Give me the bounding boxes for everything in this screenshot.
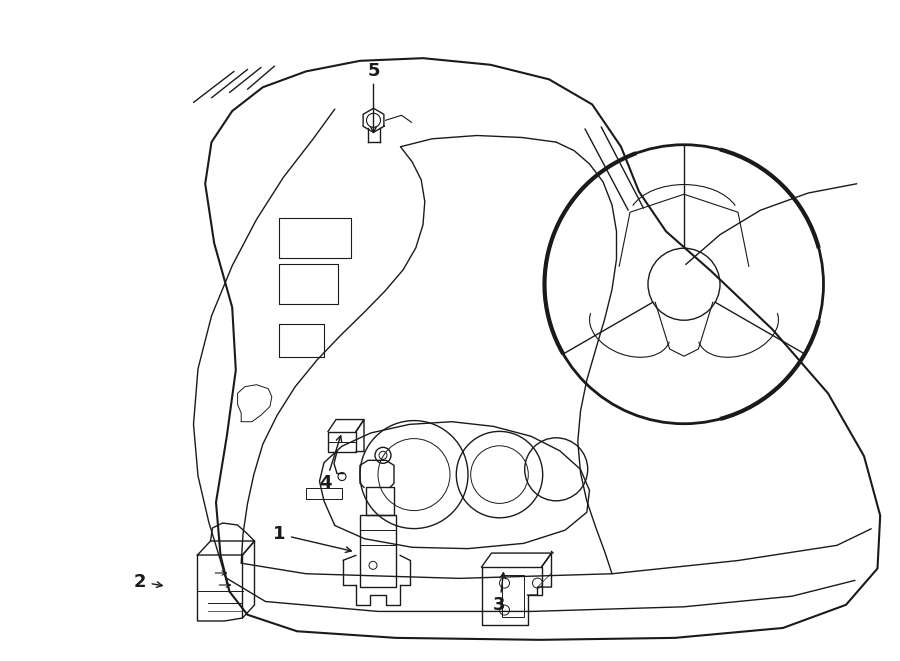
Text: 3: 3 [493,596,506,614]
Bar [360,516,396,588]
Bar [501,575,524,617]
Text: 4: 4 [320,473,332,492]
Text: 1: 1 [273,525,285,543]
Text: 2: 2 [133,572,146,591]
Text: 5: 5 [367,62,380,81]
Bar [366,487,394,516]
Bar [328,432,356,451]
